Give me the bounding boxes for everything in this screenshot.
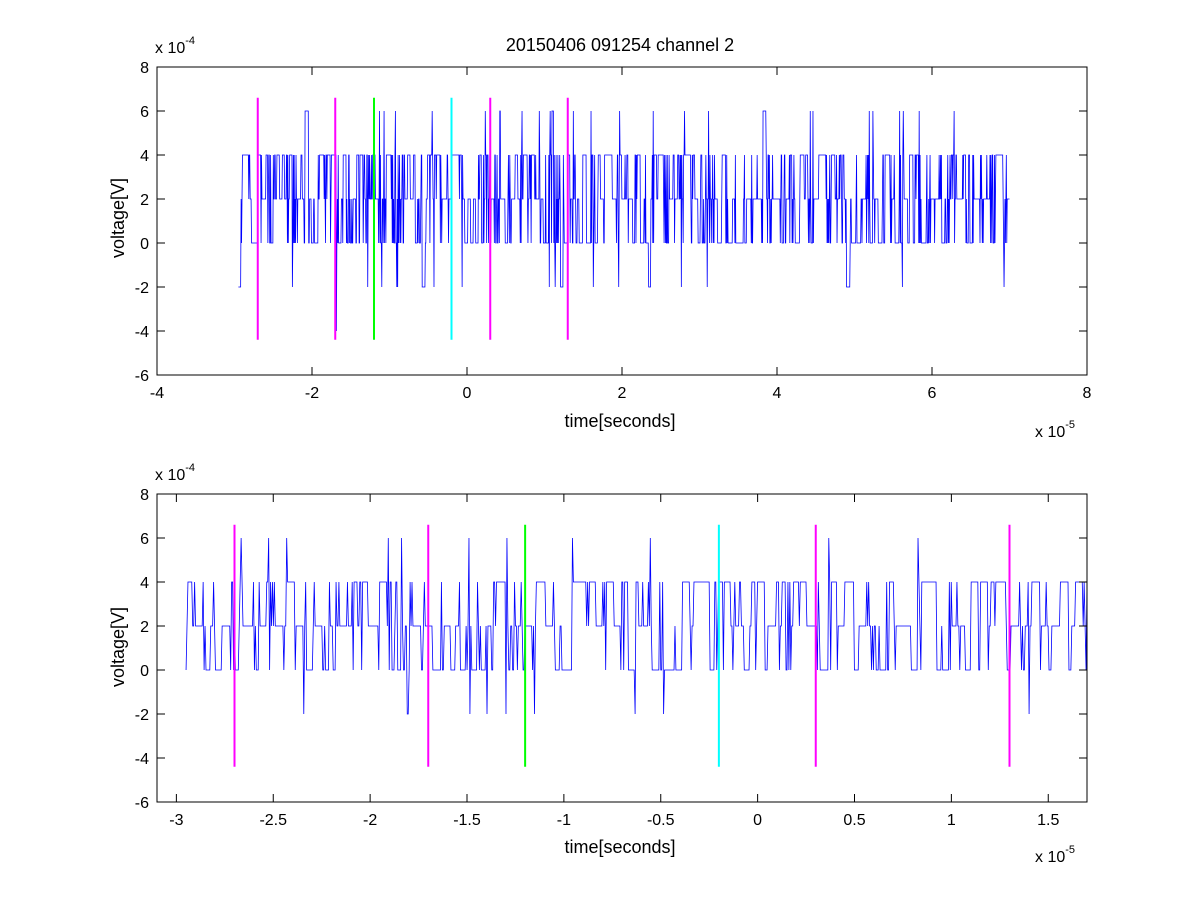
y-tick-label: 4 [140, 148, 149, 165]
y-tick-label: 8 [140, 60, 149, 77]
x-tick-label: -3 [169, 812, 183, 829]
y-axis-label: voltage[V] [108, 607, 128, 687]
y-tick-label: -2 [135, 280, 149, 297]
y-tick-label: -6 [135, 795, 149, 812]
signal-line [238, 110, 1010, 332]
x-tick-label: -4 [150, 385, 164, 402]
x-tick-label: 1 [947, 812, 956, 829]
top-plot: 20150406 091254 channel 2 time[seconds] … [108, 35, 1092, 441]
x-tick-label: 0 [463, 385, 472, 402]
x-axis-label: time[seconds] [564, 837, 675, 857]
x-tick-label: 2 [618, 385, 627, 402]
axes-frame [156, 493, 1088, 803]
y-tick-label: -6 [135, 368, 149, 385]
x-tick-label: 4 [773, 385, 782, 402]
y-exponent-label: x 10-4 [155, 35, 195, 57]
y-tick-label: 6 [140, 104, 149, 121]
x-tick-label: 0.5 [843, 812, 865, 829]
x-tick-label: -1.5 [453, 812, 481, 829]
y-tick-label: -4 [135, 751, 149, 768]
y-tick-label: 0 [140, 236, 149, 253]
signal-line [185, 537, 1088, 715]
y-tick-label: -2 [135, 707, 149, 724]
y-tick-label: 2 [140, 619, 149, 636]
x-tick-label: -2 [363, 812, 377, 829]
y-tick-label: -4 [135, 324, 149, 341]
x-tick-label: -0.5 [647, 812, 675, 829]
y-tick-label: 2 [140, 192, 149, 209]
y-axis-label: voltage[V] [108, 178, 128, 258]
y-tick-label: 4 [140, 575, 149, 592]
x-tick-label: -1 [557, 812, 571, 829]
plot-title: 20150406 091254 channel 2 [506, 35, 734, 55]
x-axis-label: time[seconds] [564, 411, 675, 431]
y-tick-label: 0 [140, 663, 149, 680]
x-tick-label: 1.5 [1037, 812, 1059, 829]
y-tick-label: 6 [140, 531, 149, 548]
x-tick-label: 8 [1083, 385, 1092, 402]
x-tick-label: -2.5 [259, 812, 287, 829]
x-tick-label: -2 [305, 385, 319, 402]
y-tick-label: 8 [140, 487, 149, 504]
x-exponent-label: x 10-5 [1035, 419, 1075, 441]
x-exponent-label: x 10-5 [1035, 844, 1075, 866]
bottom-plot: time[seconds] voltage[V] x 10-4 x 10-5 -… [108, 462, 1088, 866]
x-tick-label: 6 [928, 385, 937, 402]
x-tick-label: 0 [753, 812, 762, 829]
y-exponent-label: x 10-4 [155, 462, 195, 484]
